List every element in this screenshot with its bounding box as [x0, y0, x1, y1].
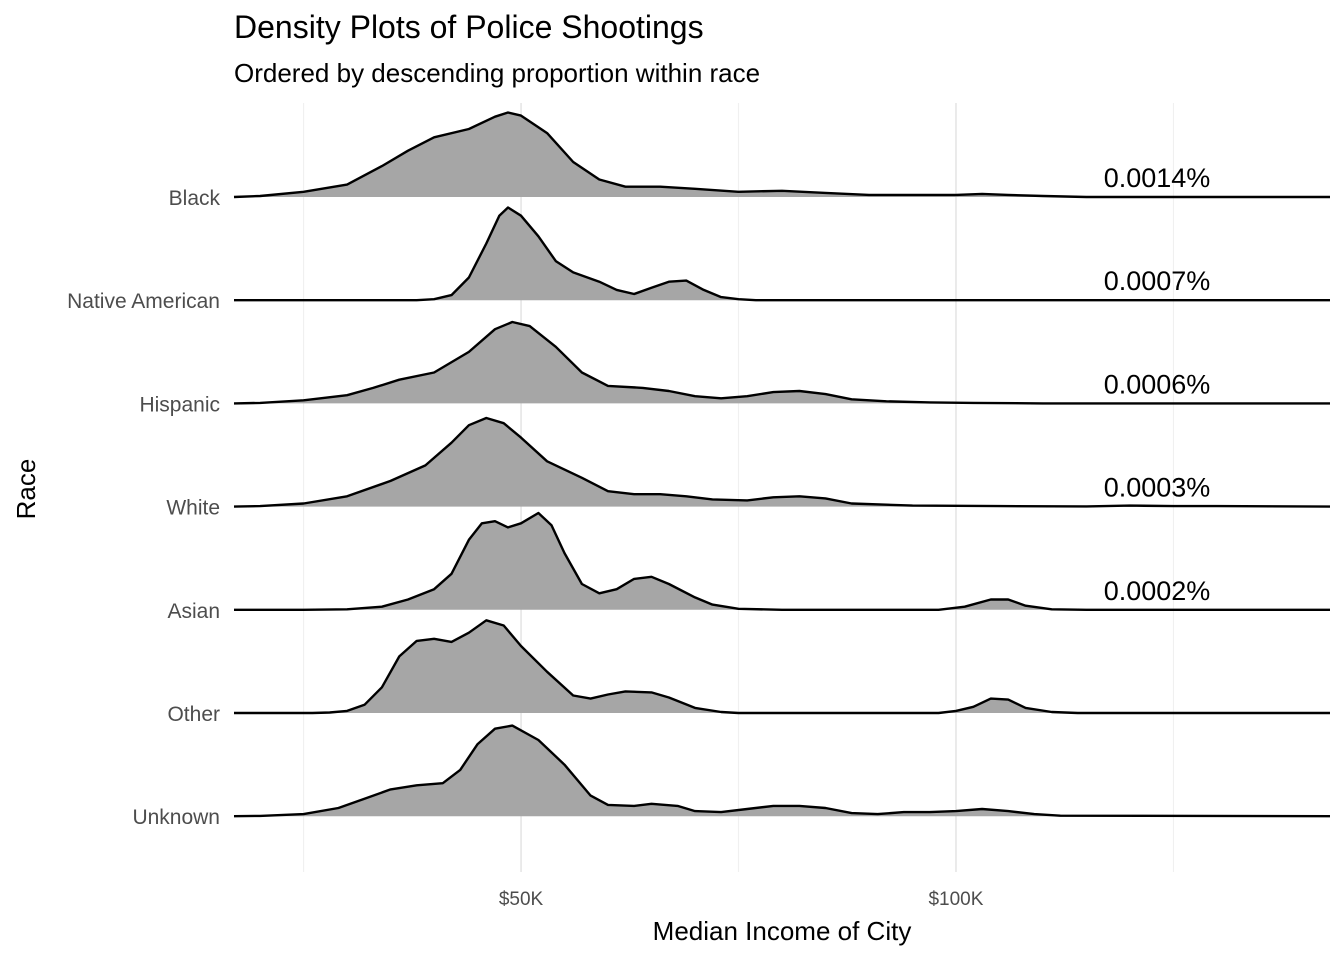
ridge-area [234, 620, 1330, 713]
y-category-label: Native American [67, 290, 220, 313]
ridge-outline [233, 416, 1331, 508]
ridge-asian [234, 511, 1330, 611]
ridge-outline [234, 206, 1330, 302]
proportion-label: 0.0006% [1104, 369, 1211, 399]
ridge-outline [234, 619, 1330, 715]
x-axis-title: Median Income of City [653, 916, 912, 946]
x-tick-label: $100K [928, 889, 983, 910]
ridge-area [234, 322, 1330, 404]
y-category-label: Unknown [132, 806, 220, 829]
ridge-hispanic [233, 320, 1330, 405]
chart-subtitle: Ordered by descending proportion within … [234, 58, 760, 88]
ridge-native-american [234, 206, 1330, 302]
y-category-label: Other [167, 703, 220, 726]
density-ridges [233, 111, 1331, 818]
ridge-outline [234, 511, 1330, 611]
ridge-area [234, 207, 1330, 301]
ridge-other [234, 619, 1330, 715]
x-tick-label: $50K [499, 889, 544, 910]
proportion-label: 0.0007% [1104, 266, 1211, 296]
proportion-label: 0.0003% [1104, 473, 1211, 503]
y-category-label: Black [169, 187, 221, 210]
y-axis-category-labels: Black Native American Hispanic White Asian Ot… [67, 187, 220, 829]
y-category-label: Asian [167, 600, 220, 623]
ridge-outline [233, 320, 1330, 405]
ridge-outline [233, 111, 1330, 199]
x-axis-tick-labels: $50K $100K [499, 889, 984, 910]
ridge-white [233, 416, 1331, 508]
y-category-label: White [166, 497, 220, 520]
chart-title: Density Plots of Police Shootings [234, 9, 704, 45]
ridge-black [233, 111, 1330, 199]
proportion-label: 0.0002% [1104, 576, 1211, 606]
ridge-unknown [233, 724, 1331, 818]
y-category-label: Hispanic [139, 393, 220, 416]
y-axis-title: Race [11, 459, 41, 520]
proportion-labels: 0.0014% 0.0007% 0.0006% 0.0003% 0.0002% [1104, 163, 1211, 606]
ridge-outline [233, 724, 1331, 818]
ridge-area [234, 112, 1330, 197]
ridge-area [234, 725, 1330, 817]
proportion-label: 0.0014% [1104, 163, 1211, 193]
ridge-area [234, 513, 1330, 610]
ridge-area [234, 418, 1330, 507]
